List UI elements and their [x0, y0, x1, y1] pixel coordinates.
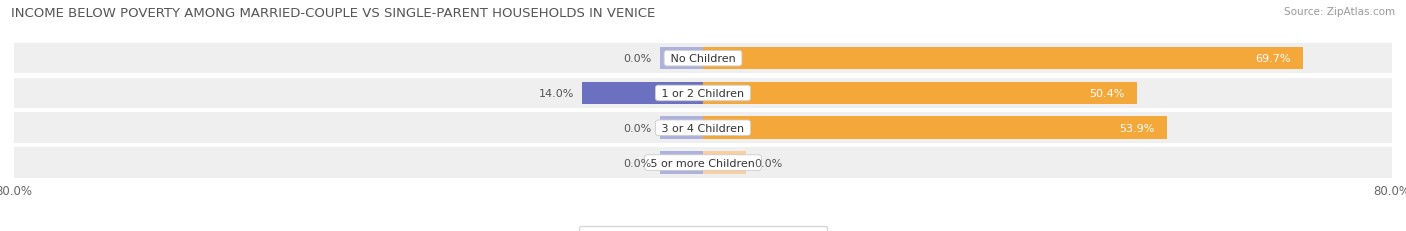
Text: 0.0%: 0.0%: [755, 158, 783, 168]
Legend: Married Couples, Single Parents: Married Couples, Single Parents: [579, 226, 827, 231]
Text: 53.9%: 53.9%: [1119, 123, 1154, 133]
Bar: [659, 117, 703, 140]
Bar: [582, 82, 703, 105]
Bar: [14, 113, 1392, 143]
Bar: [14, 148, 1392, 178]
Bar: [703, 152, 747, 174]
Text: 0.0%: 0.0%: [623, 123, 651, 133]
Text: 0.0%: 0.0%: [623, 54, 651, 64]
Bar: [703, 117, 1167, 140]
Text: 0.0%: 0.0%: [623, 158, 651, 168]
Text: 14.0%: 14.0%: [538, 88, 574, 99]
Text: No Children: No Children: [666, 54, 740, 64]
Text: 50.4%: 50.4%: [1088, 88, 1125, 99]
Text: INCOME BELOW POVERTY AMONG MARRIED-COUPLE VS SINGLE-PARENT HOUSEHOLDS IN VENICE: INCOME BELOW POVERTY AMONG MARRIED-COUPL…: [11, 7, 655, 20]
Text: 5 or more Children: 5 or more Children: [647, 158, 759, 168]
Bar: [14, 44, 1392, 74]
Text: Source: ZipAtlas.com: Source: ZipAtlas.com: [1284, 7, 1395, 17]
Bar: [659, 48, 703, 70]
Bar: [659, 152, 703, 174]
Bar: [703, 82, 1137, 105]
Text: 1 or 2 Children: 1 or 2 Children: [658, 88, 748, 99]
Bar: [703, 48, 1303, 70]
Text: 69.7%: 69.7%: [1254, 54, 1291, 64]
Bar: [14, 78, 1392, 109]
Text: 3 or 4 Children: 3 or 4 Children: [658, 123, 748, 133]
